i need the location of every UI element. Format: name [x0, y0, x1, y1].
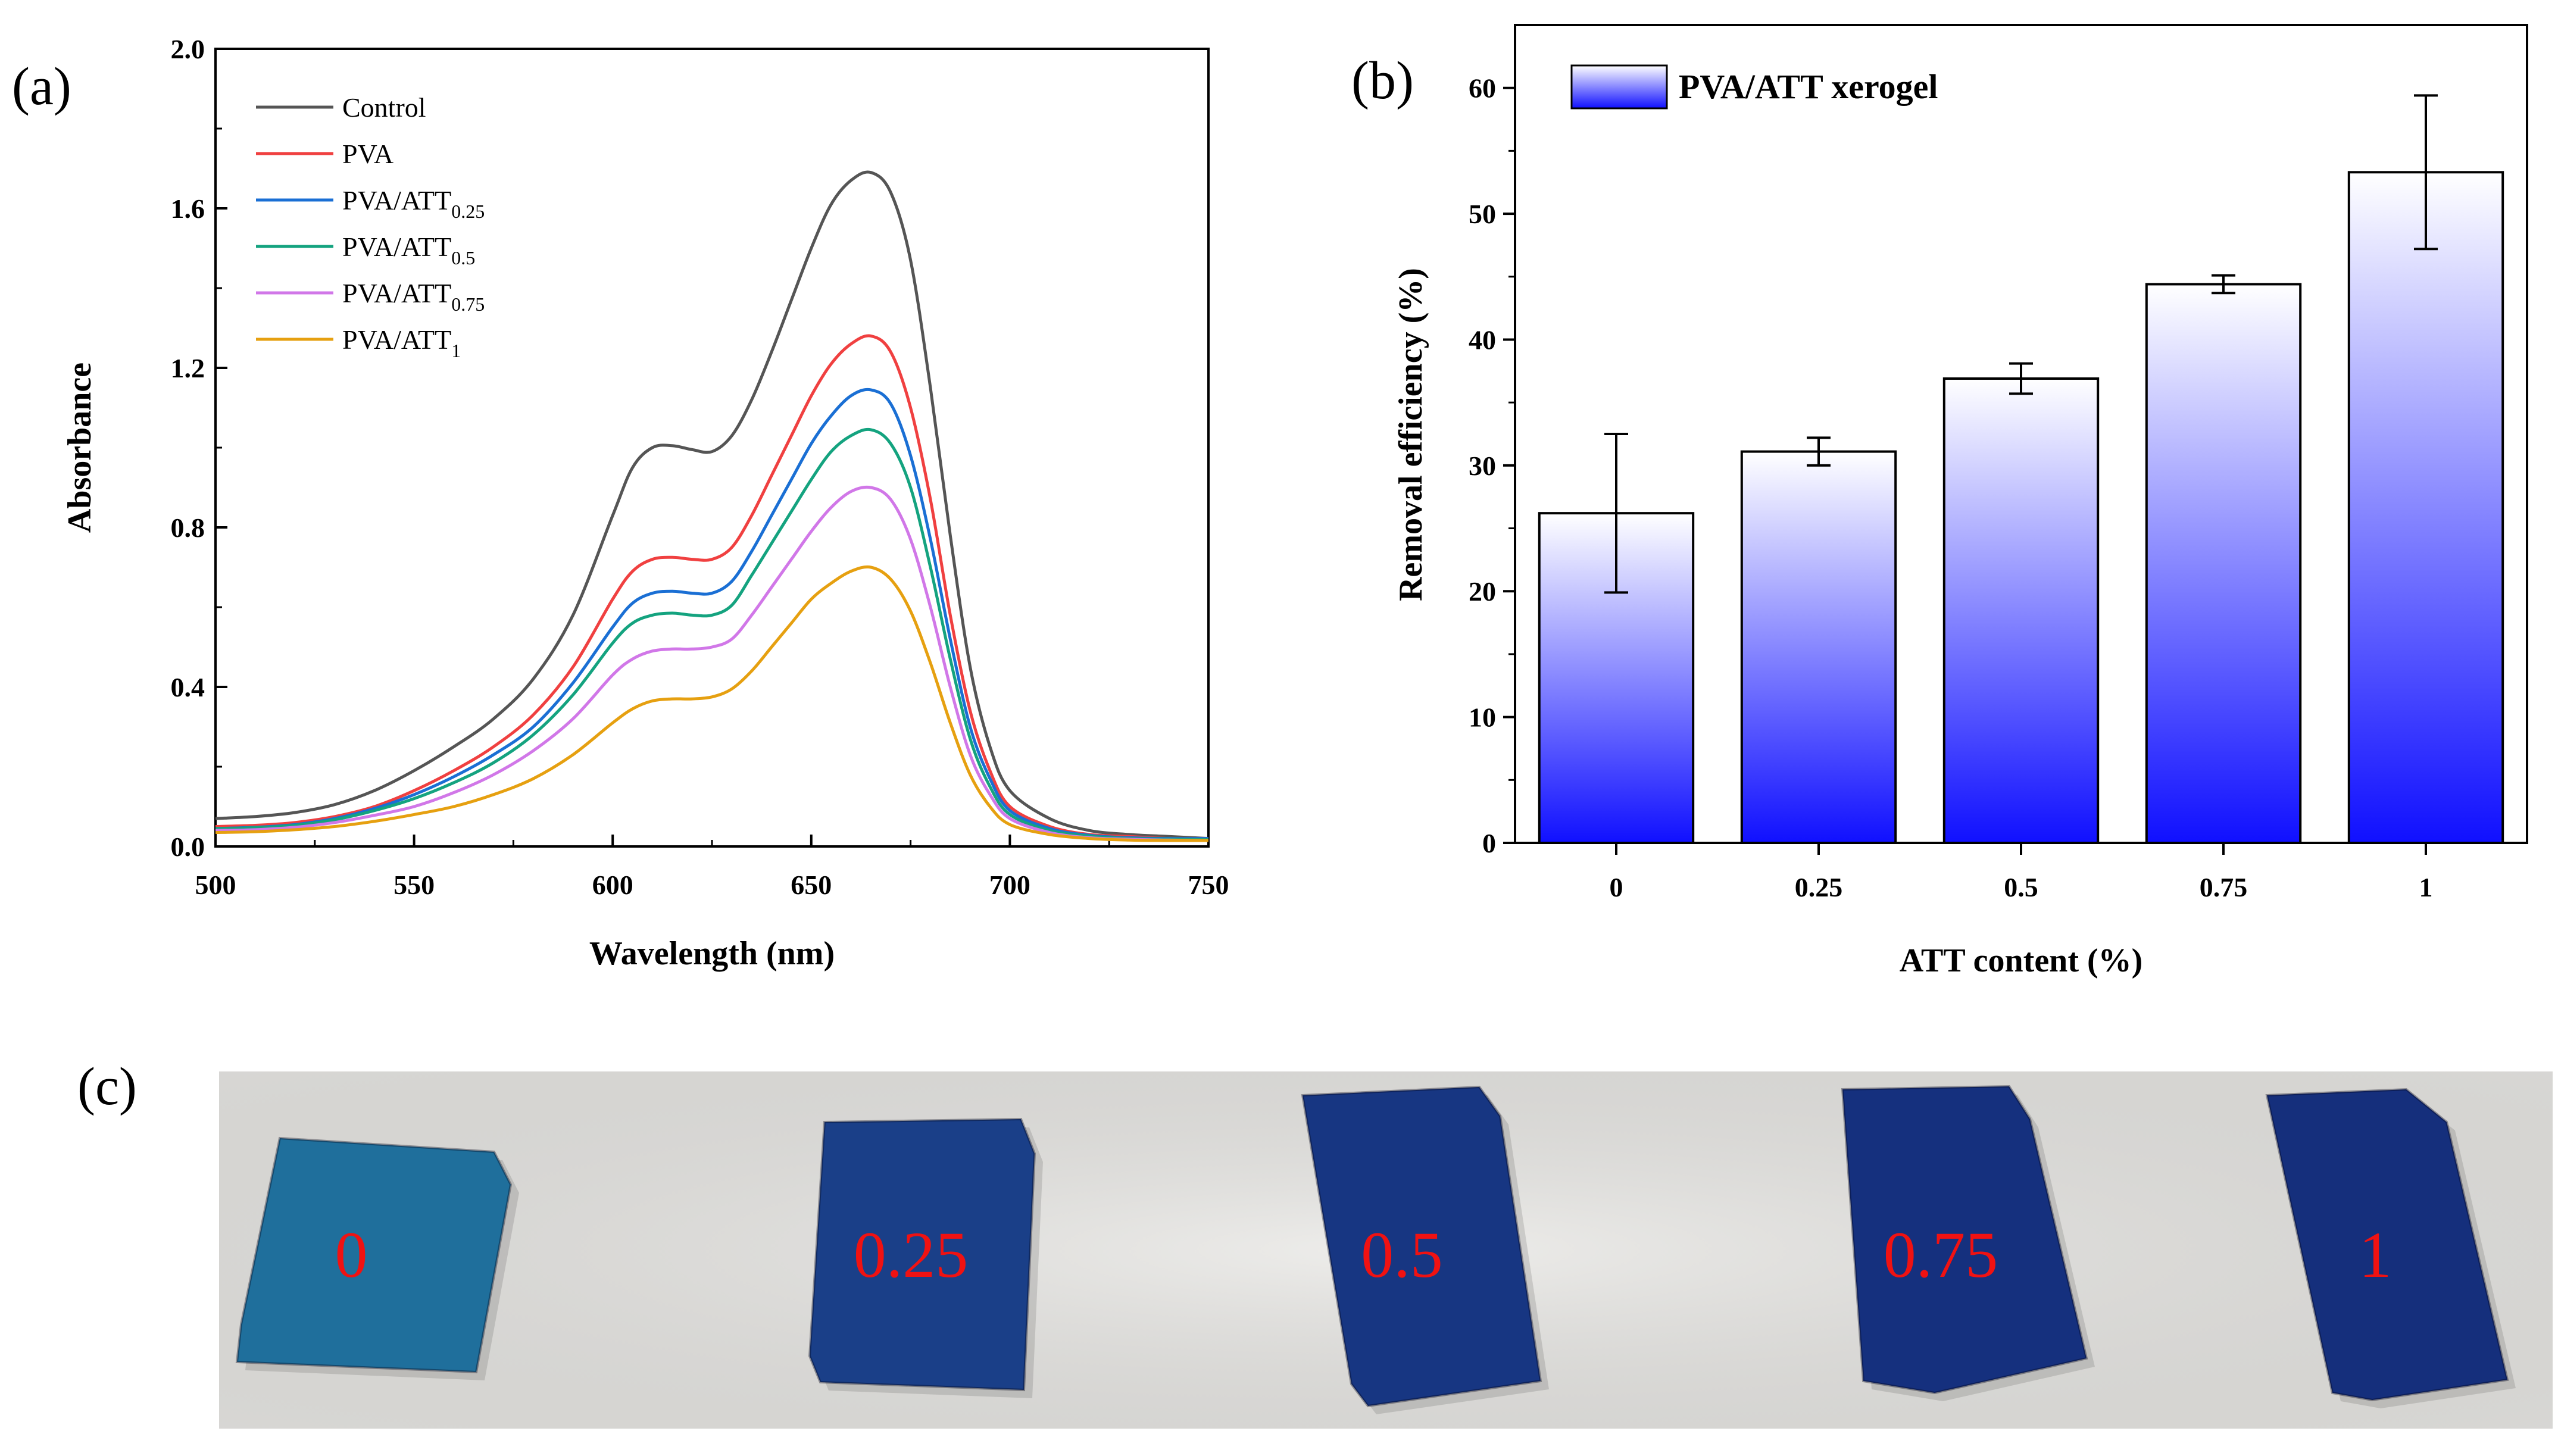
legend-a: ControlPVAPVA/ATT0.25PVA/ATT0.5PVA/ATT0.… — [256, 92, 485, 361]
y-tick-label-b: 20 — [1469, 576, 1496, 607]
x-tick-label-a: 700 — [989, 870, 1030, 900]
xerogel-sample-2 — [1301, 1085, 1542, 1408]
series-line-3 — [215, 427, 1209, 842]
sample-label-0: 0 — [335, 1218, 368, 1291]
y-axis-label-b: Removal efficiency (%) — [1392, 268, 1429, 601]
series-line-2 — [215, 388, 1209, 841]
legend-subscript-a-3: 0.5 — [451, 247, 475, 268]
series-line-5 — [215, 565, 1209, 842]
legend-entry-a-1: PVA — [342, 139, 393, 169]
sample-photo: (c) 0 0.25 0.5 0.75 1 — [77, 1057, 2553, 1429]
x-tick-label-b: 1 — [2419, 872, 2433, 902]
legend-name-a-1: PVA — [342, 139, 393, 169]
y-tick-label-b: 0 — [1482, 828, 1496, 858]
x-tick-label-b: 0.75 — [2200, 872, 2248, 902]
legend-name-a-5: PVA/ATT — [342, 324, 451, 355]
y-tick-label-b: 40 — [1469, 324, 1496, 355]
sample-label-1: 0.25 — [854, 1218, 969, 1291]
legend-subscript-a-5: 1 — [451, 340, 461, 361]
x-tick-label-a: 650 — [791, 870, 832, 900]
legend-name-a-0: Control — [342, 92, 426, 123]
series-line-4 — [215, 485, 1209, 842]
y-tick-label-b: 50 — [1469, 199, 1496, 229]
x-tick-label-a: 550 — [393, 870, 435, 900]
y-tick-label-a: 0.0 — [171, 832, 205, 862]
panel-label-c: (c) — [77, 1057, 137, 1116]
legend-subscript-a-4: 0.75 — [451, 293, 485, 315]
legend-entry-a-3: PVA/ATT0.5 — [342, 232, 475, 268]
bar-1 — [1740, 450, 1897, 844]
sample-label-3: 0.75 — [1884, 1218, 1998, 1291]
bar-2 — [1942, 377, 2100, 844]
y-tick-label-b: 10 — [1469, 702, 1496, 733]
x-tick-label-a: 750 — [1188, 870, 1229, 900]
x-axis-label-b: ATT content (%) — [1900, 942, 2143, 979]
bar-3 — [2145, 283, 2302, 844]
y-tick-label-b: 30 — [1469, 451, 1496, 481]
x-tick-label-a: 500 — [195, 870, 236, 900]
absorbance-chart: (a) 500 550 600 650 700 750 0.0 0.4 0.8 1.2 1.6 2.0… — [12, 34, 1229, 972]
xerogel-sample-4 — [2265, 1088, 2509, 1402]
x-tick-label-b: 0 — [1610, 872, 1623, 902]
y-tick-label-b: 60 — [1469, 73, 1496, 104]
legend-name-a-3: PVA/ATT — [342, 232, 451, 262]
panel-label-a: (a) — [12, 57, 71, 116]
y-tick-label-a: 0.8 — [171, 513, 205, 543]
legend-name-a-2: PVA/ATT — [342, 185, 451, 215]
series-line-0 — [215, 170, 1209, 841]
xerogel-sample-1 — [808, 1117, 1036, 1392]
series-line-1 — [215, 334, 1209, 841]
sample-label-2: 0.5 — [1361, 1218, 1443, 1291]
y-tick-label-a: 0.4 — [171, 672, 205, 702]
legend-entry-a-4: PVA/ATT0.75 — [342, 278, 485, 315]
xerogel-sample-0 — [235, 1136, 513, 1374]
legend-entry-a-5: PVA/ATT1 — [342, 324, 461, 361]
y-tick-label-a: 2.0 — [171, 34, 205, 64]
sample-label-4: 1 — [2359, 1218, 2392, 1291]
legend-entry-a-0: Control — [342, 92, 426, 123]
legend-b: PVA/ATT xerogel — [1570, 64, 1938, 110]
legend-swatch-b — [1570, 64, 1668, 110]
xerogel-sample-3 — [1841, 1085, 2088, 1395]
x-tick-label-a: 600 — [592, 870, 633, 900]
y-tick-label-a: 1.2 — [171, 353, 205, 383]
legend-subscript-a-2: 0.25 — [451, 201, 485, 222]
legend-label-b: PVA/ATT xerogel — [1679, 67, 1938, 106]
y-tick-label-a: 1.6 — [171, 193, 205, 224]
x-tick-label-b: 0.5 — [2004, 872, 2038, 902]
panel-label-b: (b) — [1351, 51, 1414, 110]
x-axis-label-a: Wavelength (nm) — [589, 935, 835, 972]
x-tick-label-b: 0.25 — [1795, 872, 1843, 902]
bar-4 — [2347, 171, 2504, 845]
legend-entry-a-2: PVA/ATT0.25 — [342, 185, 485, 222]
legend-name-a-4: PVA/ATT — [342, 278, 451, 308]
y-axis-label-a: Absorbance — [61, 363, 98, 533]
